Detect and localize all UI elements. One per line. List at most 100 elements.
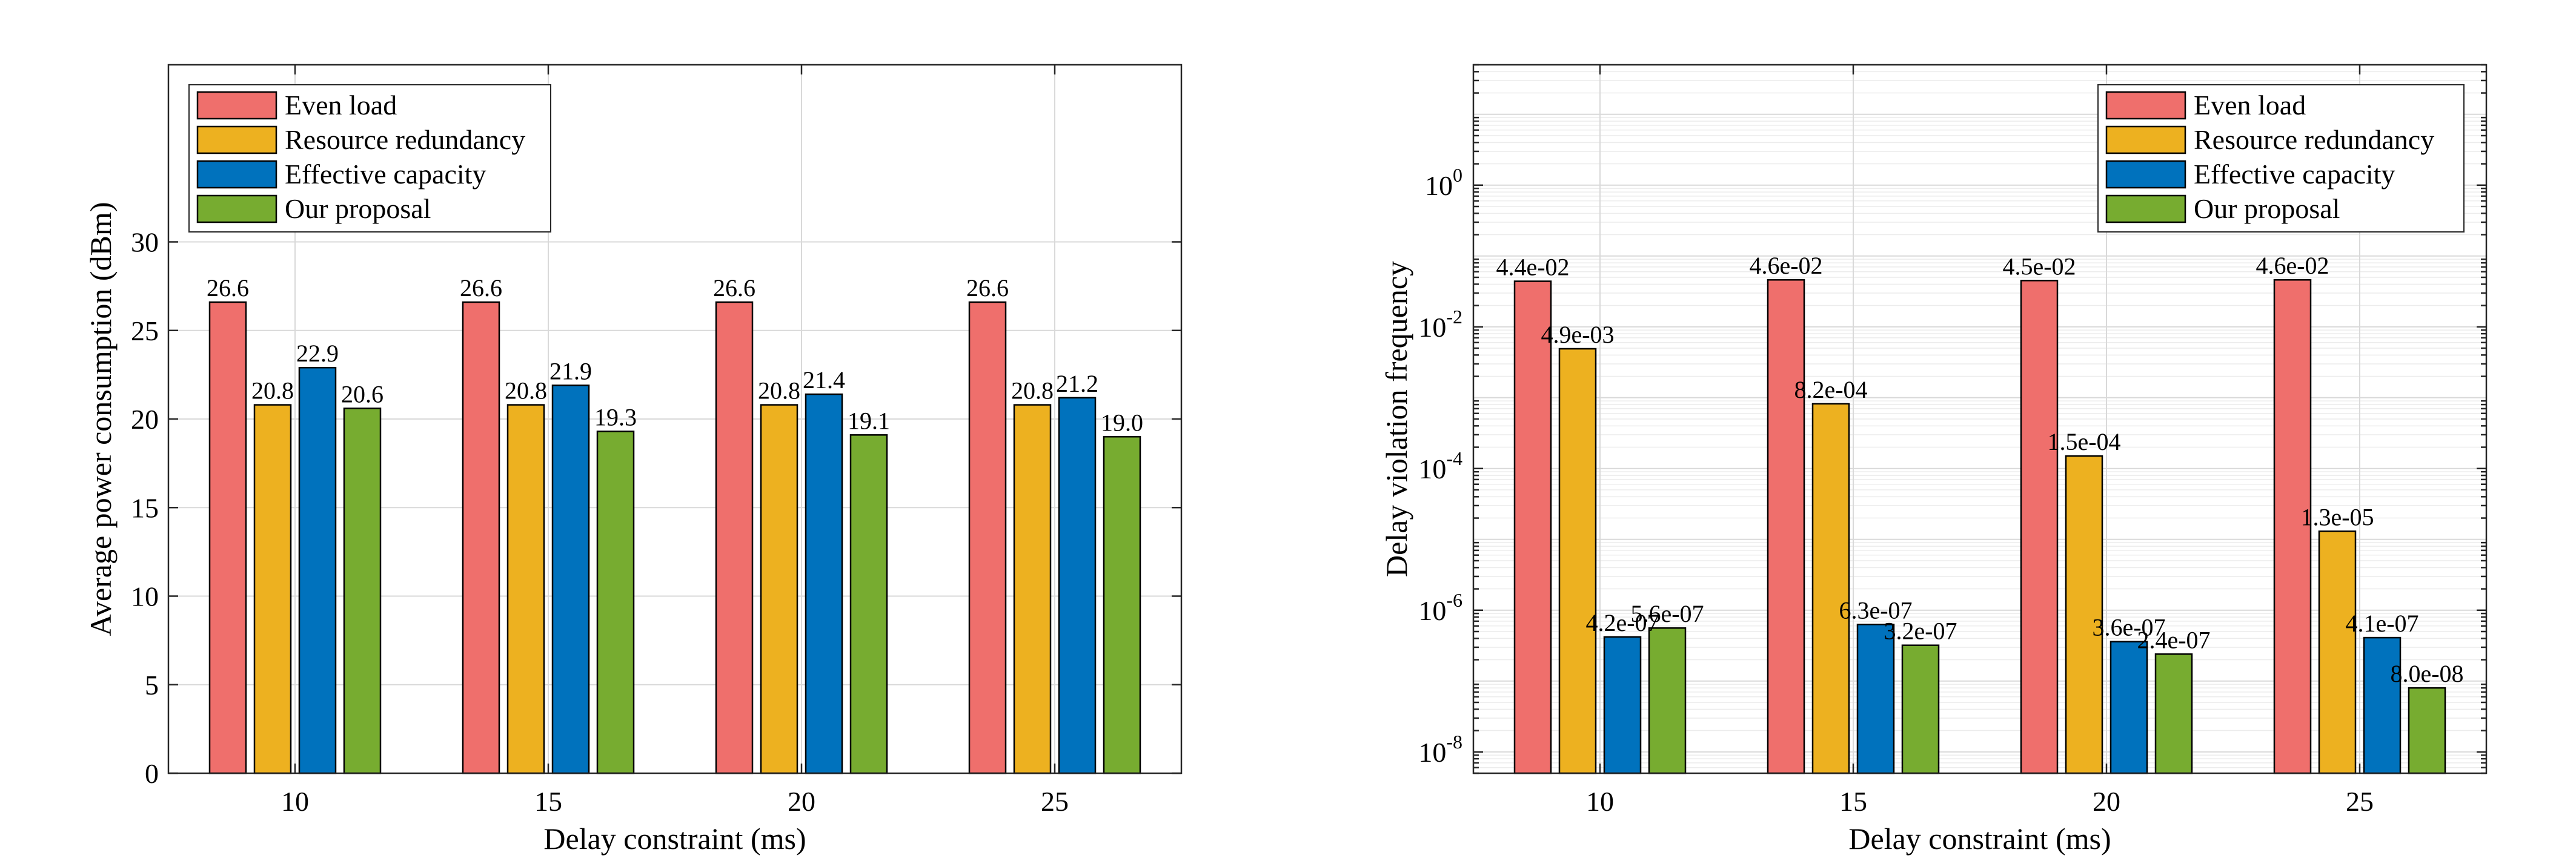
- bar-effective-capacity-25: [2363, 636, 2402, 774]
- data-label: 20.6: [341, 380, 383, 408]
- legend-label: Even load: [285, 90, 397, 120]
- bar-resource-redundancy-10: [1558, 348, 1597, 774]
- bar-our-proposal-10: [1648, 627, 1687, 774]
- legend-label: Resource redundancy: [2194, 124, 2434, 155]
- data-label: 26.6: [460, 274, 502, 302]
- y-tick-label: 20: [131, 404, 159, 435]
- y-tick-label: 100: [1425, 164, 1462, 201]
- bar-effective-capacity-15: [1856, 624, 1895, 774]
- legend-label: Resource redundancy: [285, 124, 525, 155]
- y-tick-label: 10-2: [1418, 306, 1462, 343]
- data-label: 4.5e-02: [2002, 252, 2076, 280]
- legend: Even load Resource redundancy Effective ca…: [2097, 84, 2465, 233]
- data-label: 4.4e-02: [1496, 253, 1569, 280]
- y-tick-label: 10: [131, 581, 159, 612]
- data-label: 26.6: [713, 274, 755, 302]
- bar-our-proposal-25: [1103, 436, 1141, 774]
- x-axis: 10 15 20 25: [1586, 65, 2374, 817]
- x-tick-label: 10: [281, 786, 309, 817]
- data-labels: 26.6 26.6 26.6 26.620.8 20.8 20.8 20.822.921.9…: [207, 274, 1143, 436]
- bar-even-load-15: [1767, 279, 1805, 774]
- x-axis-label: Delay constraint (ms): [543, 822, 806, 856]
- y-tick-label: 25: [131, 315, 159, 346]
- data-label: 21.2: [1056, 370, 1098, 397]
- legend-swatch: [196, 160, 277, 189]
- data-label: 20.8: [251, 377, 294, 404]
- data-labels: 4.4e-02 4.6e-02 4.5e-02 4.6e-02 4.9e-03 8.2e-…: [1496, 252, 2463, 687]
- bar-effective-capacity-25: [1058, 397, 1097, 774]
- data-label: 19.1: [848, 407, 890, 434]
- legend-label: Effective capacity: [285, 159, 486, 190]
- legend-swatch: [2105, 91, 2186, 120]
- data-label: 3.2e-07: [1884, 618, 1957, 645]
- grid: [168, 65, 1181, 774]
- data-label: 22.9: [296, 340, 339, 367]
- bar-our-proposal-25: [2408, 687, 2446, 774]
- y-axis-label: Average power consumption (dBm): [84, 202, 118, 636]
- bar-even-load-10: [208, 301, 247, 774]
- bar-even-load-20: [2020, 280, 2059, 774]
- legend-swatch: [2105, 160, 2186, 189]
- y-tick-label: 30: [131, 227, 159, 258]
- grid: [1473, 64, 2486, 774]
- legend-swatch: [2105, 125, 2186, 154]
- bar-effective-capacity-15: [551, 384, 590, 774]
- bar-our-proposal-20: [2154, 653, 2193, 774]
- delay-violation-chart: 4.4e-02 4.6e-02 4.5e-02 4.6e-02 4.9e-03 8.2e-…: [1379, 64, 2488, 856]
- data-label: 19.0: [1101, 409, 1143, 436]
- y-tick-label: 10-6: [1418, 589, 1462, 626]
- y-axis: 10-8 10-6 10-4 10-2 100: [1418, 64, 2486, 774]
- y-axis: 0 5 10 15 20 25 30: [131, 227, 1181, 789]
- bar-resource-redundancy-10: [253, 404, 292, 774]
- y-tick-label: 15: [131, 492, 159, 523]
- data-label: 4.6e-02: [2256, 252, 2329, 279]
- x-axis-label: Delay constraint (ms): [1848, 822, 2111, 856]
- x-tick-label: 20: [788, 786, 815, 817]
- data-label: 4.9e-03: [1541, 321, 1614, 348]
- bar-even-load-15: [462, 301, 500, 774]
- data-label: 1.3e-05: [2300, 503, 2374, 530]
- x-tick-label: 15: [1839, 786, 1867, 817]
- data-label: 4.2e-07: [1585, 609, 1659, 636]
- data-label: 20.8: [1011, 377, 1054, 404]
- bar-effective-capacity-20: [2110, 641, 2148, 774]
- bar-our-proposal-20: [849, 434, 888, 774]
- data-label: 6.3e-07: [1839, 596, 1912, 624]
- legend-label: Our proposal: [2194, 193, 2340, 224]
- data-label: 21.9: [549, 357, 592, 384]
- data-label: 21.4: [803, 366, 845, 394]
- data-label: 4.1e-07: [2345, 610, 2418, 637]
- data-label: 4.6e-02: [1749, 252, 1822, 279]
- data-label: 2.4e-07: [2137, 626, 2210, 653]
- legend-label: Our proposal: [285, 193, 431, 224]
- x-tick-label: 15: [534, 786, 562, 817]
- data-label: 20.8: [758, 377, 800, 404]
- legend-swatch: [196, 91, 277, 120]
- x-axis: 10 15 20 25: [281, 65, 1069, 817]
- bar-even-load-25: [968, 301, 1007, 774]
- bar-even-load-10: [1513, 280, 1552, 774]
- data-label: 19.3: [594, 403, 637, 431]
- y-tick-label: 5: [145, 670, 159, 701]
- data-label: 26.6: [966, 274, 1009, 302]
- data-label: 20.8: [505, 377, 547, 404]
- legend-label: Even load: [2194, 90, 2306, 120]
- bar-resource-redundancy-25: [1013, 404, 1052, 774]
- bar-our-proposal-10: [343, 408, 382, 774]
- legend-swatch: [196, 125, 277, 154]
- data-label: 5.6e-07: [1630, 600, 1704, 627]
- legend-label: Effective capacity: [2194, 159, 2395, 190]
- bar-resource-redundancy-25: [2318, 530, 2357, 774]
- data-label: 1.5e-04: [2047, 428, 2120, 455]
- bar-our-proposal-15: [596, 431, 635, 774]
- data-label: 26.6: [207, 274, 249, 302]
- bar-our-proposal-15: [1901, 644, 1940, 774]
- bar-effective-capacity-10: [298, 366, 337, 774]
- bar-resource-redundancy-20: [760, 404, 798, 774]
- bar-resource-redundancy-15: [1811, 403, 1850, 774]
- y-tick-label: 0: [145, 758, 159, 789]
- legend-swatch: [196, 194, 277, 223]
- y-tick-label: 10-4: [1418, 447, 1462, 484]
- legend-swatch: [2105, 194, 2186, 223]
